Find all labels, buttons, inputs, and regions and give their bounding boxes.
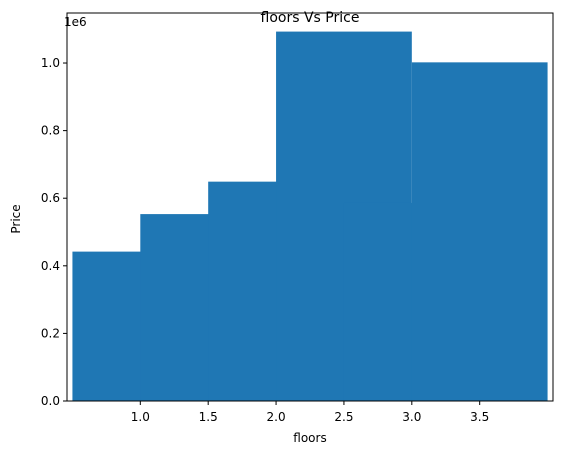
y-ticks: 0.0 0.2 0.4 0.6 0.8 1.0 <box>41 56 67 408</box>
x-tick-label: 2.0 <box>267 410 286 424</box>
x-axis-label: floors <box>293 431 326 445</box>
plot-frame <box>66 12 554 402</box>
chart-title: floors Vs Price <box>261 10 360 26</box>
y-tick-label: 0.4 <box>41 259 60 273</box>
y-tick-label: 0.6 <box>41 191 60 205</box>
bar-3.5 <box>411 62 548 402</box>
y-axis-label: Price <box>9 204 23 233</box>
bars-group <box>72 31 548 402</box>
y-tick-label: 0.0 <box>41 394 60 408</box>
x-tick-label: 1.5 <box>199 410 218 424</box>
x-ticks: 1.0 1.5 2.0 2.5 3.0 3.5 <box>131 401 489 424</box>
y-tick-label: 0.2 <box>41 326 60 340</box>
y-tick-label: 0.8 <box>41 124 60 138</box>
y-offset-label: 1e6 <box>64 15 87 29</box>
x-tick-label: 3.0 <box>402 410 421 424</box>
x-tick-label: 2.5 <box>334 410 353 424</box>
x-tick-label: 1.0 <box>131 410 150 424</box>
y-tick-label: 1.0 <box>41 56 60 70</box>
x-tick-label: 3.5 <box>470 410 489 424</box>
